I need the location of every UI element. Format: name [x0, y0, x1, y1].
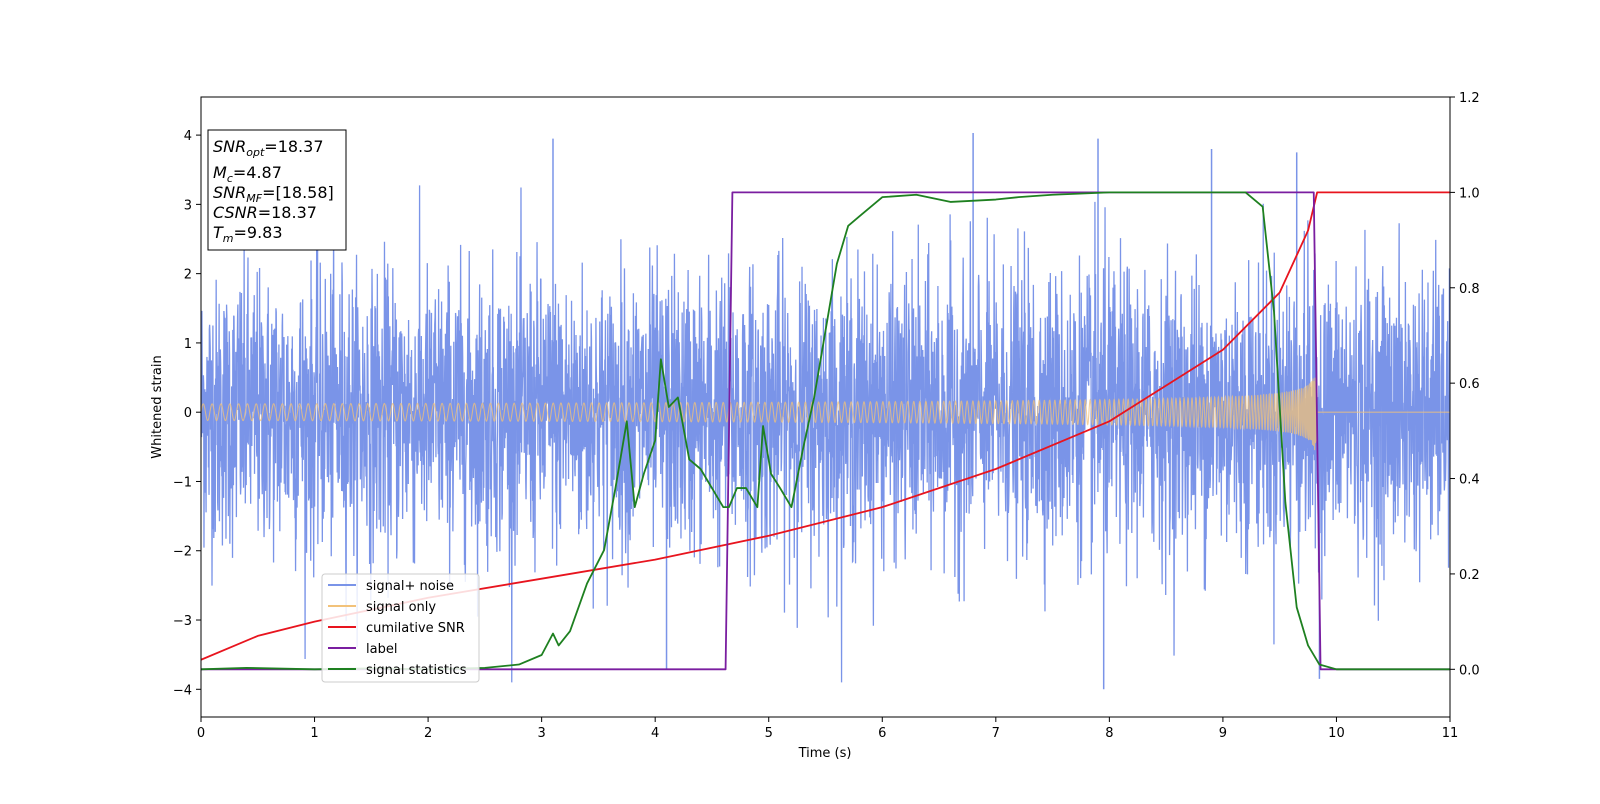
y-axis-label: Whitened strain	[150, 355, 165, 458]
x-tick-label: 2	[424, 726, 432, 741]
legend-label: cumilative SNR	[366, 621, 465, 636]
y-left-tick-label: −1	[173, 475, 192, 490]
legend-label: signal only	[366, 600, 436, 615]
y-left-tick-label: 0	[184, 406, 192, 421]
y-right-tick-label: 0.0	[1459, 663, 1480, 678]
x-tick-label: 5	[765, 726, 773, 741]
annotation-mc: Mc=4.87	[213, 163, 282, 185]
legend-label: signal+ noise	[366, 579, 454, 594]
x-tick-label: 9	[1219, 726, 1227, 741]
legend-item-signal-statistics: signal statistics	[328, 663, 467, 678]
x-tick-label: 0	[197, 726, 205, 741]
annotation-csnr: CSNR=18.37	[213, 203, 317, 222]
y-right-tick-label: 0.6	[1459, 377, 1480, 392]
y-left-tick-label: 3	[184, 198, 192, 213]
y-left-tick-label: −4	[173, 683, 192, 698]
y-right-tick-label: 1.0	[1459, 186, 1480, 201]
x-tick-label: 7	[992, 726, 1000, 741]
x-tick-label: 10	[1328, 726, 1345, 741]
annotation-snr-opt: SNRopt=18.37	[213, 137, 324, 159]
legend-label: label	[366, 642, 397, 657]
x-tick-label: 4	[651, 726, 659, 741]
y-left-tick-label: 4	[184, 129, 192, 144]
legend-item-signal-noise: signal+ noise	[328, 579, 454, 594]
legend-item-signal-only: signal only	[328, 600, 436, 615]
legend: signal+ noise signal only cumilative SNR…	[321, 573, 480, 683]
y-left-tick-label: 1	[184, 337, 192, 352]
y-right-tick-label: 0.2	[1459, 568, 1480, 583]
y-left-tick-label: 2	[184, 268, 192, 283]
annotation-tm: Tm=9.83	[213, 223, 283, 245]
y-right-tick-label: 0.8	[1459, 282, 1480, 297]
y-right-tick-label: 0.4	[1459, 473, 1480, 488]
legend-label: signal statistics	[366, 663, 467, 678]
y-left-tick-label: −2	[173, 545, 192, 560]
x-tick-label: 1	[310, 726, 318, 741]
series-signal-statistics-line	[201, 191, 1450, 671]
x-tick-label: 8	[1105, 726, 1113, 741]
x-tick-label: 6	[878, 726, 886, 741]
plot-frame	[200, 96, 1451, 718]
y-right-tick-label: 1.2	[1459, 91, 1480, 106]
annotation-box: SNRopt=18.37 Mc=4.87 SNRMF=[18.58] CSNR=…	[207, 129, 347, 251]
x-tick-label: 3	[537, 726, 545, 741]
y-left-tick-label: −3	[173, 614, 192, 629]
legend-item-label: label	[328, 642, 397, 657]
x-tick-label: 11	[1442, 726, 1459, 741]
legend-item-cumulative-snr: cumilative SNR	[328, 621, 465, 636]
x-axis-label: Time (s)	[798, 746, 852, 761]
series-signal-only-line	[201, 373, 1450, 451]
annotation-snr-mf: SNRMF=[18.58]	[213, 183, 334, 205]
